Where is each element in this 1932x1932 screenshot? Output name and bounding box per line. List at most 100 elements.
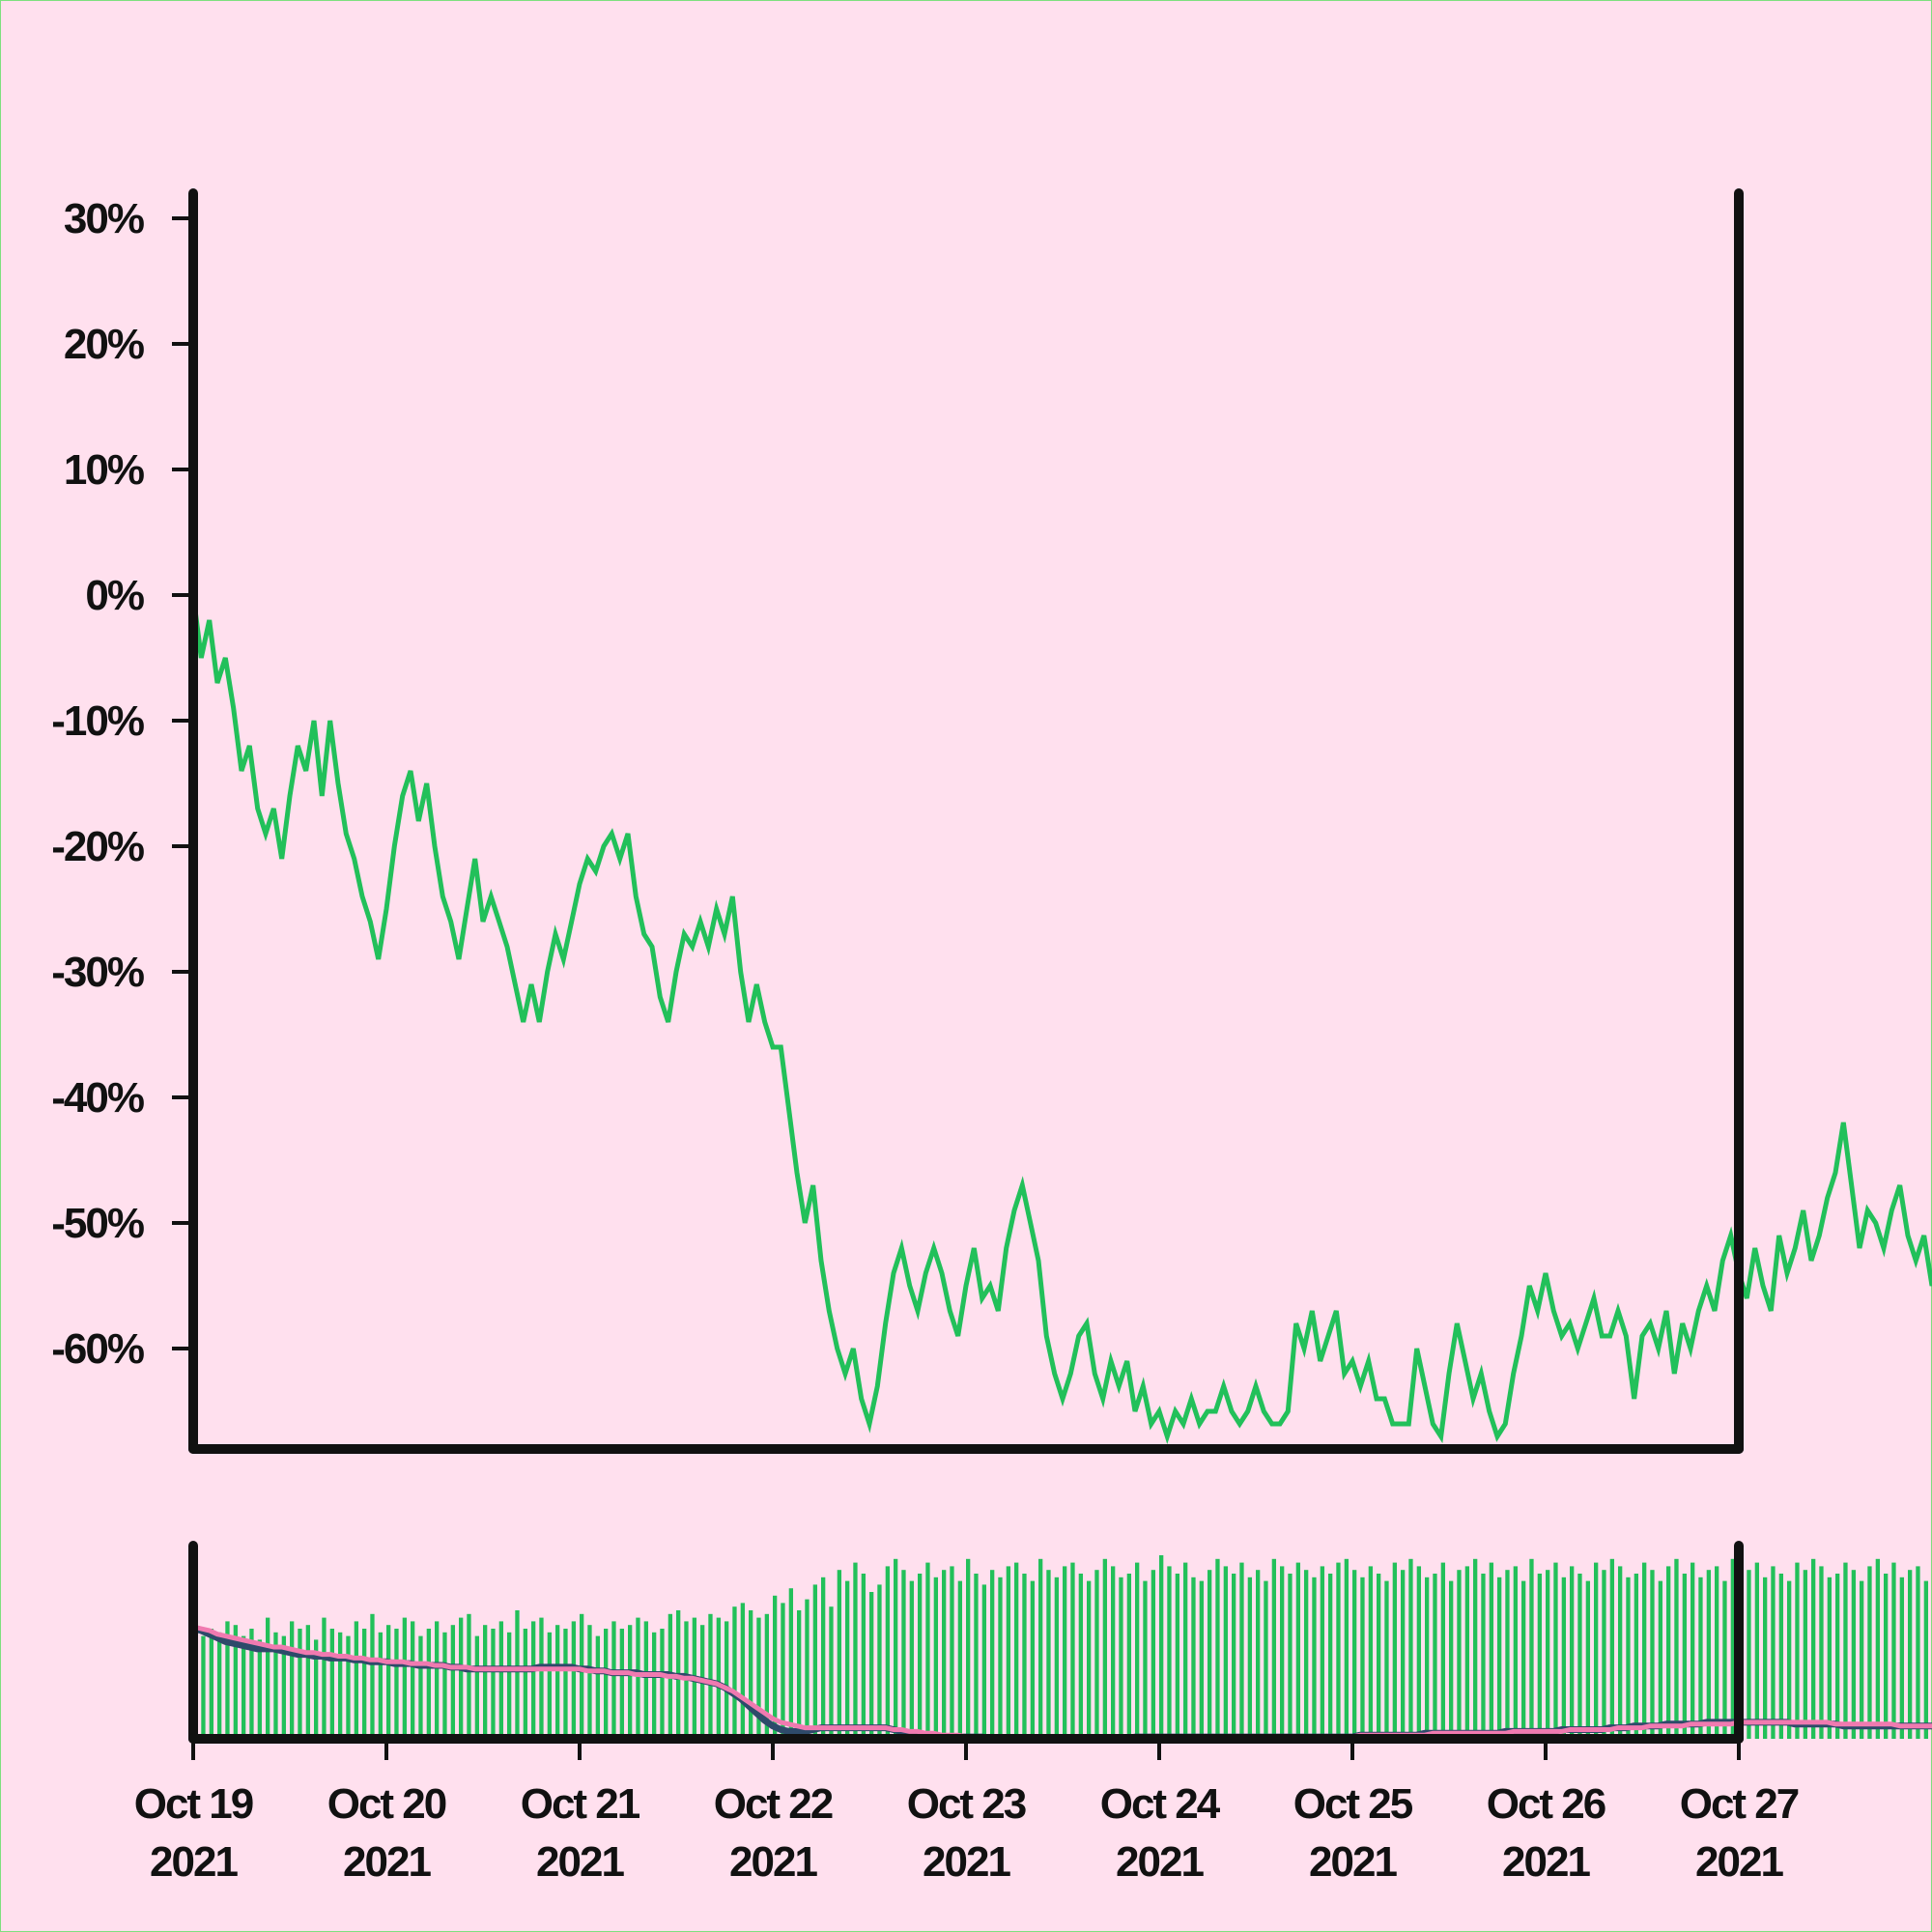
volume-bar [1747,1570,1751,1739]
volume-bar [1521,1580,1526,1739]
volume-bar [435,1621,440,1739]
volume-bar [1529,1558,1534,1739]
volume-bar [1208,1570,1212,1739]
volume-bar [950,1566,954,1739]
volume-bar [394,1629,399,1739]
volume-bar [1288,1574,1293,1739]
volume-bar [1223,1566,1229,1739]
x-tick-label-year: 2021 [729,1838,817,1886]
volume-bar [740,1603,746,1739]
volume-bar [491,1629,496,1739]
volume-bar [821,1577,826,1739]
volume-bar [1401,1570,1406,1739]
x-tick-label-date: Oct 23 [907,1780,1026,1828]
volume-bar [523,1629,528,1739]
volume-bar [909,1580,915,1739]
volume-bar [1119,1577,1123,1739]
volume-bar [1328,1574,1333,1739]
volume-bar [459,1617,464,1739]
volume-bar [1078,1574,1084,1739]
volume-bar [1682,1574,1688,1739]
x-tick-label-year: 2021 [1309,1838,1397,1886]
x-tick-label-date: Oct 27 [1680,1780,1799,1828]
volume-bar [1715,1566,1719,1739]
volume-bar [869,1592,874,1739]
volume-bar [1247,1577,1253,1739]
volume-bar [1425,1577,1430,1739]
volume-bar [942,1570,947,1739]
volume-bar [1908,1570,1913,1739]
volume-bar [652,1632,657,1739]
volume-bar [853,1562,858,1739]
volume-bar [1778,1574,1784,1739]
volume-bar [933,1577,939,1739]
volume-bar [1457,1570,1462,1739]
volume-bar [563,1629,568,1739]
volume-bar [1642,1562,1647,1739]
volume-bar [233,1625,239,1739]
volume-bar [1433,1574,1437,1739]
volume-bar [797,1610,802,1739]
x-tick-label-date: Oct 24 [1100,1780,1221,1828]
volume-bar [861,1574,867,1739]
volume-bar [539,1617,544,1739]
volume-bar [1264,1580,1268,1739]
x-tick-label-date: Oct 26 [1487,1780,1605,1828]
volume-bar [1135,1562,1140,1739]
volume-bar [1730,1558,1736,1739]
volume-bar [1304,1570,1309,1739]
volume-bar [1352,1570,1357,1739]
x-tick-label-year: 2021 [150,1838,238,1886]
volume-bar [314,1639,319,1739]
volume-bar [974,1574,979,1739]
volume-bar [1513,1566,1519,1739]
volume-bar [660,1629,665,1739]
volume-bar [1658,1580,1663,1739]
volume-bar [571,1621,577,1739]
volume-bar [1167,1566,1172,1739]
volume-bar [580,1613,584,1739]
volume-bar [1553,1562,1558,1739]
volume-bar [1111,1566,1116,1739]
price-line [190,594,1932,1445]
x-tick-label-year: 2021 [923,1838,1010,1886]
volume-bar [1143,1580,1148,1739]
volume-bar [998,1577,1003,1739]
volume-bar [281,1635,287,1739]
volume-bar [1022,1574,1027,1739]
volume-bar [1312,1577,1317,1739]
volume-bar [1787,1580,1792,1739]
volume-bar [966,1558,971,1739]
volume-bar [749,1610,753,1739]
x-tick-label-date: Oct 20 [327,1780,446,1828]
volume-bar [1271,1558,1277,1739]
volume-bar [708,1613,713,1739]
volume-bar [1899,1577,1905,1739]
volume-bar [402,1617,408,1739]
y-tick-label: -50% [51,1200,144,1247]
volume-bar [1416,1566,1422,1739]
x-tick-label-date: Oct 25 [1293,1780,1413,1828]
volume-bar [1546,1570,1550,1739]
volume-bar [1481,1574,1486,1739]
x-tick-label-date: Oct 21 [521,1780,640,1828]
volume-bar [877,1584,882,1739]
volume-bar [298,1629,302,1739]
volume-bar [1014,1562,1019,1739]
volume-bar [1771,1566,1776,1739]
volume-bar [322,1617,327,1739]
volume-bar [1497,1577,1502,1739]
volume-bar [225,1621,230,1739]
volume-bar [1860,1580,1864,1739]
volume-bar [1819,1566,1824,1739]
y-tick-label: -20% [51,823,144,870]
y-tick-label: 0% [85,572,143,619]
volume-bar [418,1635,423,1739]
y-tick-label: 20% [64,321,144,368]
volume-bar [338,1632,343,1739]
volume-bar [1360,1577,1365,1739]
volume-bar [426,1629,432,1739]
volume-bar [894,1558,898,1739]
volume-bar [1126,1574,1132,1739]
